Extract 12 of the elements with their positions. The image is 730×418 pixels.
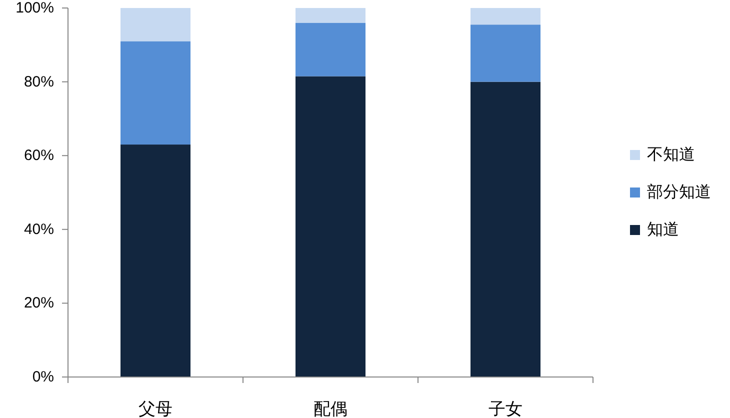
y-tick-label: 40% [24, 220, 54, 238]
legend-label: 不知道 [647, 146, 695, 164]
x-tick-label: 父母 [138, 400, 172, 418]
x-tick-label: 子女 [488, 400, 522, 418]
legend-label: 知道 [647, 222, 679, 238]
legend-label: 部分知道 [647, 184, 711, 201]
y-tick-label: 0% [32, 368, 54, 386]
y-tick-label: 20% [24, 294, 54, 312]
y-tick-label: 100% [16, 0, 54, 16]
x-tick-label: 配偶 [314, 400, 348, 418]
y-tick-label: 60% [24, 147, 54, 164]
y-tick-label: 80% [24, 73, 54, 90]
